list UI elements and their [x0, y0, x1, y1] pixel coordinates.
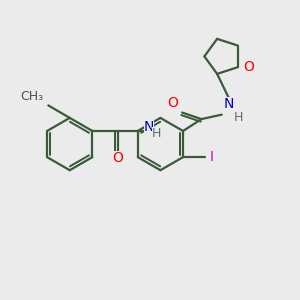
Text: H: H — [152, 127, 161, 140]
Text: CH₃: CH₃ — [20, 90, 43, 103]
Text: H: H — [234, 110, 244, 124]
Text: I: I — [210, 150, 214, 164]
Text: N: N — [144, 120, 154, 134]
Text: O: O — [243, 60, 254, 74]
Text: O: O — [112, 151, 123, 165]
Text: N: N — [224, 97, 234, 111]
Text: O: O — [168, 96, 178, 110]
